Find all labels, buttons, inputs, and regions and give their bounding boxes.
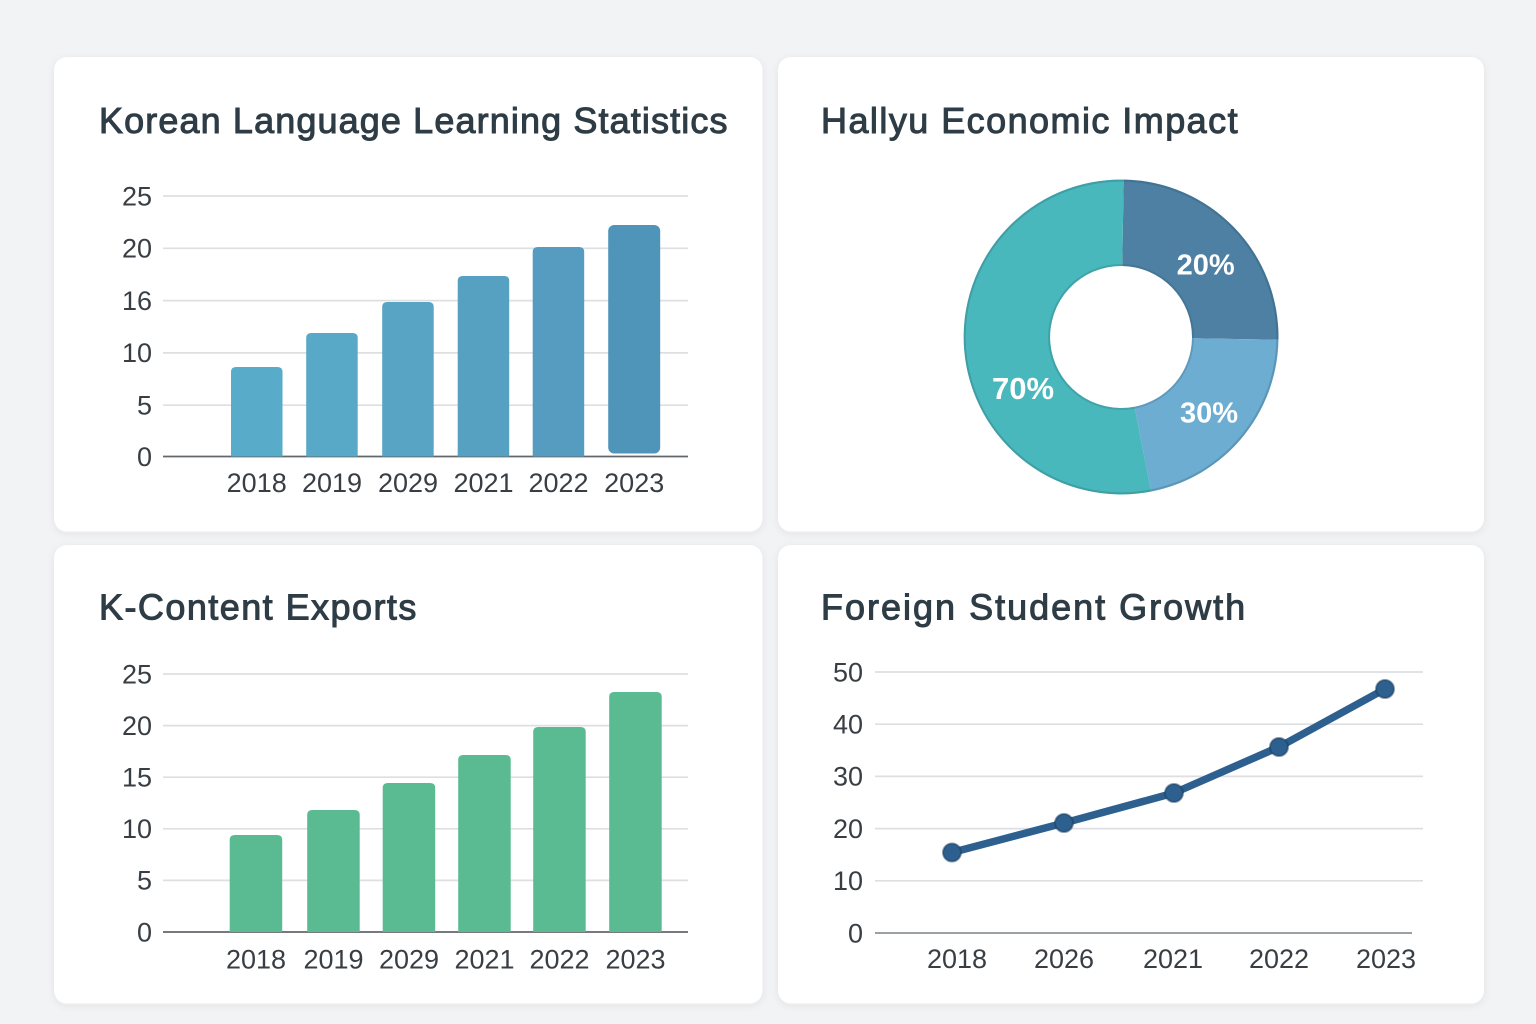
svg-text:40: 40 bbox=[833, 710, 863, 740]
svg-text:2022: 2022 bbox=[1249, 944, 1309, 974]
svg-text:0: 0 bbox=[137, 442, 152, 472]
svg-text:2029: 2029 bbox=[378, 468, 438, 498]
svg-text:10: 10 bbox=[833, 866, 863, 896]
svg-text:15: 15 bbox=[122, 763, 152, 793]
svg-text:0: 0 bbox=[137, 917, 152, 947]
svg-text:5: 5 bbox=[137, 391, 152, 421]
svg-text:10: 10 bbox=[122, 814, 152, 844]
svg-text:2021: 2021 bbox=[454, 945, 514, 975]
svg-text:5: 5 bbox=[137, 866, 152, 896]
svg-text:20: 20 bbox=[122, 234, 152, 264]
svg-text:2023: 2023 bbox=[1356, 944, 1416, 974]
svg-text:70%: 70% bbox=[992, 371, 1054, 406]
svg-text:10: 10 bbox=[122, 338, 152, 368]
svg-text:2018: 2018 bbox=[927, 944, 987, 974]
svg-text:2021: 2021 bbox=[1143, 944, 1203, 974]
svg-text:20: 20 bbox=[122, 711, 152, 741]
svg-text:2019: 2019 bbox=[302, 468, 362, 498]
svg-text:2018: 2018 bbox=[227, 468, 287, 498]
svg-text:2023: 2023 bbox=[605, 945, 665, 975]
svg-text:20: 20 bbox=[833, 814, 863, 844]
svg-text:2018: 2018 bbox=[226, 945, 286, 975]
svg-text:2022: 2022 bbox=[528, 468, 588, 498]
svg-text:2026: 2026 bbox=[1034, 944, 1094, 974]
svg-text:50: 50 bbox=[833, 657, 863, 687]
svg-text:2021: 2021 bbox=[453, 468, 513, 498]
svg-text:Korean Language Learning Stati: Korean Language Learning Statistics bbox=[99, 100, 729, 141]
svg-text:2022: 2022 bbox=[529, 945, 589, 975]
svg-text:30: 30 bbox=[833, 762, 863, 792]
svg-text:Foreign Student Growth: Foreign Student Growth bbox=[821, 587, 1247, 628]
svg-text:K-Content Exports: K-Content Exports bbox=[99, 587, 418, 628]
svg-text:20%: 20% bbox=[1177, 250, 1235, 282]
svg-text:30%: 30% bbox=[1180, 397, 1238, 429]
svg-text:16: 16 bbox=[122, 286, 152, 316]
svg-text:0: 0 bbox=[848, 918, 863, 948]
svg-text:2023: 2023 bbox=[604, 468, 664, 498]
svg-text:25: 25 bbox=[122, 659, 152, 689]
svg-text:25: 25 bbox=[122, 181, 152, 211]
svg-text:Hallyu Economic Impact: Hallyu Economic Impact bbox=[821, 100, 1239, 141]
svg-text:2029: 2029 bbox=[379, 945, 439, 975]
svg-text:2019: 2019 bbox=[303, 945, 363, 975]
